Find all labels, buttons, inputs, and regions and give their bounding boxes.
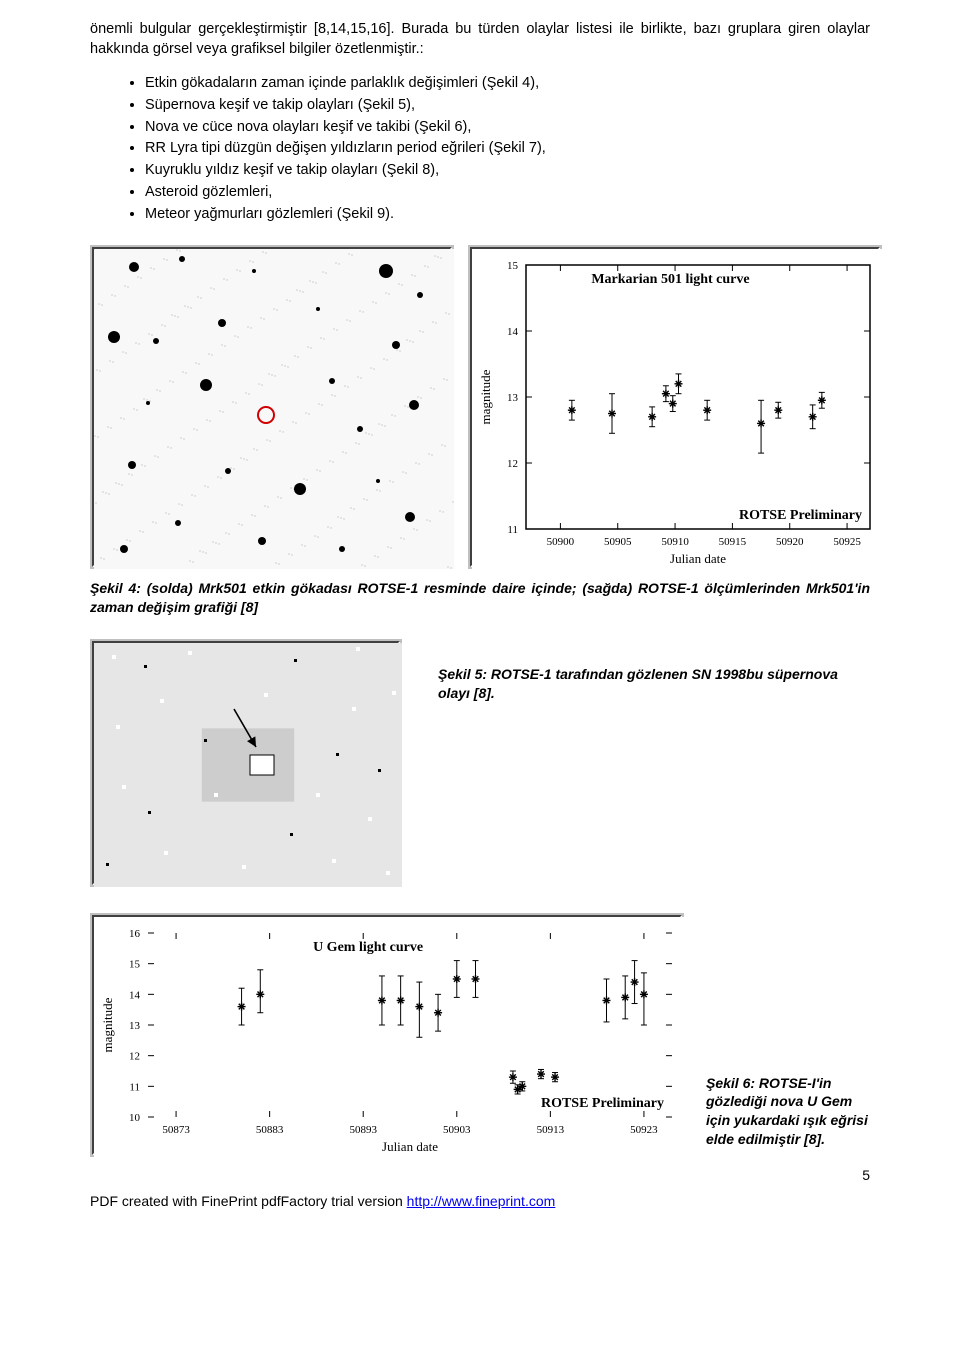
fig4-caption: Şekil 4: (solda) Mrk501 etkin gökadası R… [90,579,870,617]
svg-text:10: 10 [129,1112,141,1124]
figure5-row: Şekil 5: ROTSE-1 tarafından gözlenen SN … [90,639,870,887]
svg-text:12: 12 [507,458,518,470]
fig4-sky-svg [94,249,454,569]
svg-text:50883: 50883 [256,1124,284,1136]
svg-text:14: 14 [507,326,519,338]
bullet-item: Nova ve cüce nova olayları keşif ve taki… [145,117,870,139]
svg-text:Julian date: Julian date [670,551,726,566]
svg-text:50910: 50910 [661,536,689,548]
figure4-row: 50900 50905 50910 50915 50920 50925 11 12 13 14 15… [90,245,870,569]
footer: PDF created with FinePrint pdfFactory tr… [90,1193,870,1209]
svg-text:12: 12 [129,1051,140,1063]
svg-text:magnitude: magnitude [478,370,493,425]
svg-text:50923: 50923 [630,1124,658,1136]
fig4-caption-a: Şekil 4: (solda) Mrk501 etkin gökadası R… [90,580,806,596]
fig6-caption-bold: U Gem [807,1093,852,1109]
fig5-caption: Şekil 5: ROTSE-1 tarafından gözlenen SN … [438,665,870,703]
fig6-caption: Şekil 6: ROTSE-I'in gözlediği nova U Gem… [706,1074,870,1150]
fig6-caption-b: için yukardaki ışık eğrisi elde edilmişt… [706,1112,868,1147]
fig4-chart-panel: 50900 50905 50910 50915 50920 50925 11 12 13 14 15… [468,245,882,569]
svg-text:50915: 50915 [719,536,747,548]
svg-text:16: 16 [129,928,141,940]
bullet-item: Etkin gökadaların zaman içinde parlaklık… [145,73,870,95]
svg-text:50920: 50920 [776,536,804,548]
footer-text: PDF created with FinePrint pdfFactory tr… [90,1193,407,1209]
fig4-caption-bold: Mrk501 [806,580,854,596]
fig5-caption-bold: SN 1998bu [692,666,764,682]
svg-text:magnitude: magnitude [100,997,115,1052]
svg-text:Markarian 501 light curve: Markarian 501 light curve [591,272,749,287]
bullet-item: Asteroid gözlemleri, [145,182,870,204]
svg-text:50913: 50913 [537,1124,565,1136]
fig6-chart-svg: 50873 50883 50893 50903 50913 50923 10 11 12 13 14… [94,917,684,1157]
fig4-sky-panel [90,245,454,569]
fig4-chart-svg: 50900 50905 50910 50915 50920 50925 11 12 13 14 15… [472,249,882,569]
svg-text:50873: 50873 [162,1124,190,1136]
svg-text:ROTSE Preliminary: ROTSE Preliminary [541,1096,664,1111]
bullet-list: Etkin gökadaların zaman içinde parlaklık… [145,73,870,225]
svg-text:50900: 50900 [547,536,575,548]
page-number: 5 [90,1167,870,1183]
bullet-item: Süpernova keşif ve takip olayları (Şekil… [145,95,870,117]
fig5-caption-a: Şekil 5: ROTSE-1 tarafından gözlenen [438,666,692,682]
svg-text:11: 11 [507,524,518,536]
figure6-row: 50873 50883 50893 50903 50913 50923 10 11 12 13 14… [90,913,870,1157]
svg-text:U Gem light curve: U Gem light curve [313,940,423,955]
fig5-sky-svg [94,643,402,887]
svg-text:50905: 50905 [604,536,632,548]
svg-text:15: 15 [129,959,141,971]
svg-text:Julian date: Julian date [382,1139,438,1154]
svg-text:50893: 50893 [349,1124,377,1136]
fig5-sky-panel [90,639,402,887]
intro-paragraph: önemli bulgular gerçekleştirmiştir [8,14… [90,20,870,59]
svg-text:50925: 50925 [833,536,861,548]
svg-text:13: 13 [507,392,519,404]
svg-text:13: 13 [129,1020,141,1032]
fig6-chart-panel: 50873 50883 50893 50903 50913 50923 10 11 12 13 14… [90,913,684,1157]
svg-text:ROTSE Preliminary: ROTSE Preliminary [739,508,862,523]
footer-link[interactable]: http://www.fineprint.com [407,1193,556,1209]
bullet-item: Kuyruklu yıldız keşif ve takip olayları … [145,160,870,182]
svg-text:15: 15 [507,260,519,272]
bullet-item: Meteor yağmurları gözlemleri (Şekil 9). [145,204,870,226]
svg-text:50903: 50903 [443,1124,471,1136]
bullet-item: RR Lyra tipi düzgün değişen yıldızların … [145,138,870,160]
svg-text:11: 11 [129,1081,140,1093]
svg-text:14: 14 [129,989,141,1001]
